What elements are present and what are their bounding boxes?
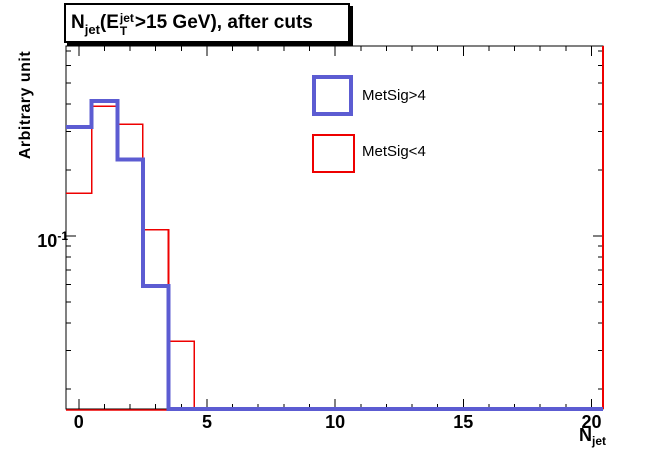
x-axis-title-subscript: jet: [591, 434, 606, 448]
title-text: N: [71, 12, 85, 33]
y-tick-base: 10: [37, 231, 58, 251]
legend-label-metsig-gt4: MetSig>4: [362, 87, 426, 104]
axis-ticks: [66, 46, 603, 409]
x-tick-label: 5: [201, 412, 212, 432]
legend-label-metsig-lt4: MetSig<4: [362, 143, 426, 160]
x-axis-title: Njet: [556, 425, 606, 448]
x-tick-label: 10: [325, 412, 346, 432]
legend-swatch-metsig-gt4: [312, 75, 353, 116]
title-sup-sub-stack: jet T: [120, 12, 134, 37]
title-subscript: jet: [84, 22, 100, 37]
x-tick-label: 20: [581, 412, 602, 432]
y-axis-title: Arbitrary unit: [17, 50, 34, 160]
legend-swatch-metsig-lt4: [312, 134, 355, 173]
title-text: (E: [99, 12, 119, 33]
y-tick-label: 10-1: [28, 226, 68, 251]
y-tick-exponent: -1: [57, 229, 68, 243]
title-superscript: jet: [119, 11, 134, 26]
title-subscript: T: [119, 24, 128, 38]
x-axis-title-text: N: [578, 425, 592, 445]
x-tick-label: 15: [453, 412, 474, 432]
title-text: >15 GeV), after cuts: [134, 12, 313, 33]
x-tick-label: 0: [73, 412, 84, 432]
metsig-gt4-histogram: [66, 99, 603, 411]
